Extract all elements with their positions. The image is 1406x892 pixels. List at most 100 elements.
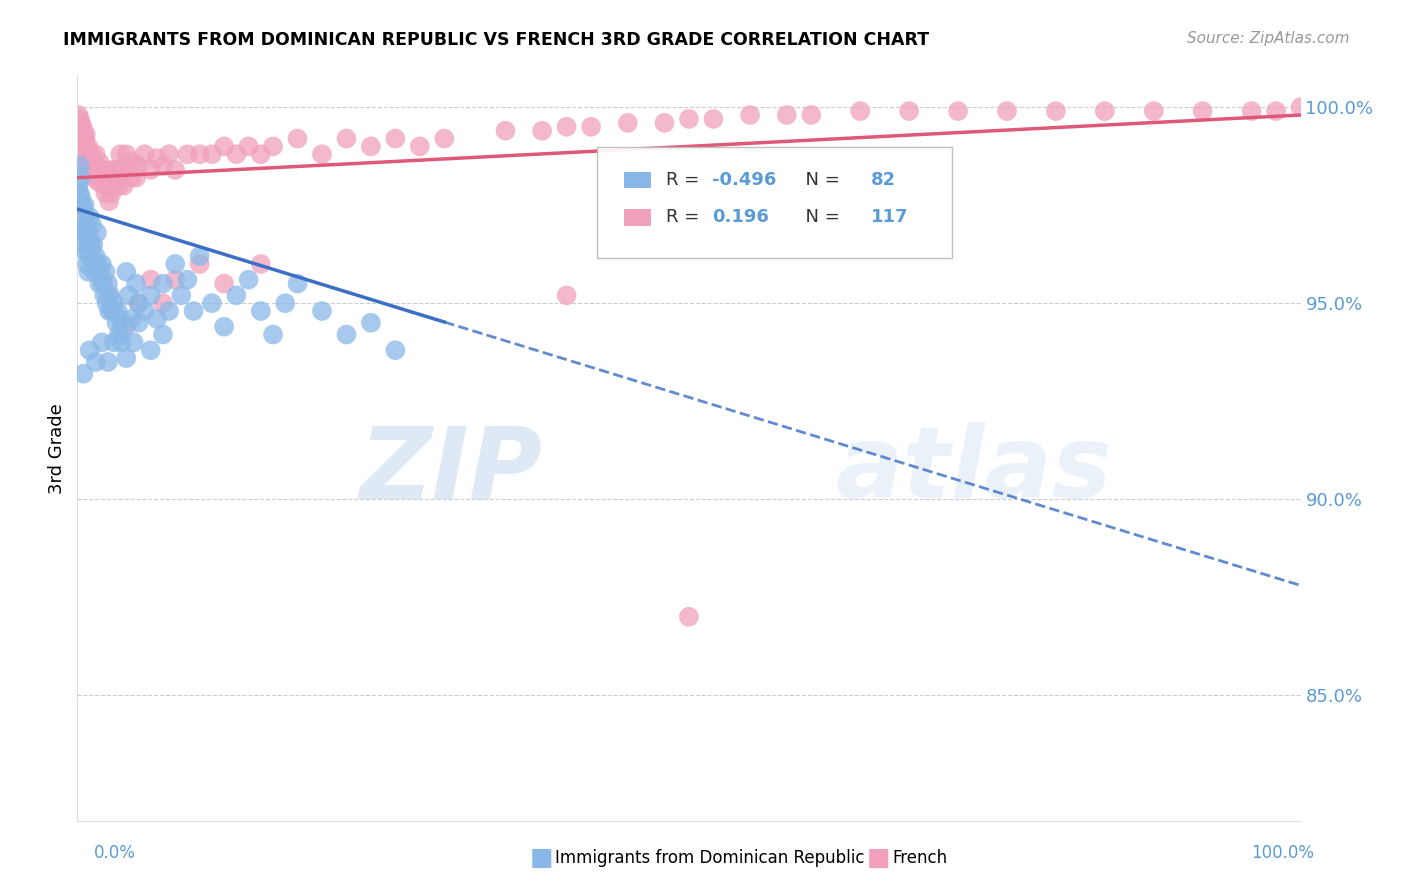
Point xyxy=(115,319,138,334)
FancyBboxPatch shape xyxy=(598,146,952,259)
Text: 100.0%: 100.0% xyxy=(1251,844,1315,862)
Point xyxy=(120,170,142,185)
Point xyxy=(73,131,96,145)
Point xyxy=(77,265,100,279)
Point xyxy=(776,108,799,122)
Point xyxy=(89,277,111,291)
Point xyxy=(120,311,142,326)
Point xyxy=(108,147,131,161)
Point xyxy=(654,116,676,130)
Point xyxy=(70,170,93,185)
Point xyxy=(579,120,602,134)
Point xyxy=(1240,104,1263,119)
Point xyxy=(287,277,309,291)
Point xyxy=(98,288,121,302)
Point xyxy=(678,112,700,126)
Point xyxy=(157,304,180,318)
Point xyxy=(90,257,112,271)
Point xyxy=(77,237,100,252)
Point xyxy=(80,237,103,252)
Point xyxy=(311,147,333,161)
Point xyxy=(73,226,96,240)
Point xyxy=(97,277,120,291)
Point xyxy=(103,335,125,350)
Point xyxy=(72,136,94,150)
Point xyxy=(73,210,96,224)
Text: 117: 117 xyxy=(872,209,908,227)
Point xyxy=(360,139,382,153)
Point xyxy=(75,139,97,153)
Point xyxy=(127,316,149,330)
Point xyxy=(127,296,149,310)
Point xyxy=(100,186,122,201)
Point xyxy=(72,237,94,252)
Point xyxy=(139,162,162,177)
Point xyxy=(80,147,103,161)
Point xyxy=(250,304,273,318)
Point xyxy=(67,178,90,193)
Point xyxy=(96,162,118,177)
Point xyxy=(84,147,107,161)
Point xyxy=(103,296,125,310)
Point xyxy=(115,265,138,279)
Point xyxy=(139,343,162,358)
Point xyxy=(1094,104,1116,119)
Point xyxy=(90,162,112,177)
Point xyxy=(91,178,114,193)
Point xyxy=(118,288,141,302)
Point xyxy=(96,296,118,310)
Point xyxy=(76,147,98,161)
Point xyxy=(165,162,187,177)
Bar xyxy=(624,172,651,188)
Point xyxy=(122,155,145,169)
Point xyxy=(100,304,122,318)
Point xyxy=(73,198,96,212)
Point xyxy=(183,304,205,318)
Point xyxy=(77,226,100,240)
Point xyxy=(87,175,110,189)
Point xyxy=(152,296,174,310)
Text: N =: N = xyxy=(794,171,845,189)
Point xyxy=(70,198,93,212)
Point xyxy=(146,311,169,326)
Text: ■: ■ xyxy=(868,847,890,870)
Point xyxy=(134,304,156,318)
Point xyxy=(67,108,90,122)
Point xyxy=(1191,104,1213,119)
Point xyxy=(79,249,101,263)
Point xyxy=(740,108,762,122)
Text: N =: N = xyxy=(794,209,845,227)
Point xyxy=(103,178,125,193)
Point xyxy=(188,257,211,271)
Point xyxy=(97,355,120,369)
Point xyxy=(80,218,103,232)
Text: atlas: atlas xyxy=(835,422,1112,519)
Point xyxy=(101,162,124,177)
Point xyxy=(201,296,224,310)
Point xyxy=(555,288,578,302)
Point xyxy=(335,327,357,342)
Point xyxy=(1143,104,1166,119)
Point xyxy=(165,257,187,271)
Point xyxy=(108,311,131,326)
Text: 82: 82 xyxy=(872,171,896,189)
Point xyxy=(72,367,94,381)
Point xyxy=(72,124,94,138)
Point xyxy=(90,335,112,350)
Point xyxy=(79,210,101,224)
Point xyxy=(238,273,260,287)
Point xyxy=(72,151,94,165)
Point xyxy=(77,155,100,169)
Point xyxy=(110,162,132,177)
Point xyxy=(225,288,247,302)
Point xyxy=(87,257,110,271)
Text: ZIP: ZIP xyxy=(359,422,543,519)
Point xyxy=(69,159,91,173)
Text: French: French xyxy=(893,849,948,867)
Point xyxy=(94,186,117,201)
Point xyxy=(72,210,94,224)
Text: Source: ZipAtlas.com: Source: ZipAtlas.com xyxy=(1187,31,1350,46)
Point xyxy=(75,128,97,142)
Point xyxy=(678,609,700,624)
Point xyxy=(555,120,578,134)
